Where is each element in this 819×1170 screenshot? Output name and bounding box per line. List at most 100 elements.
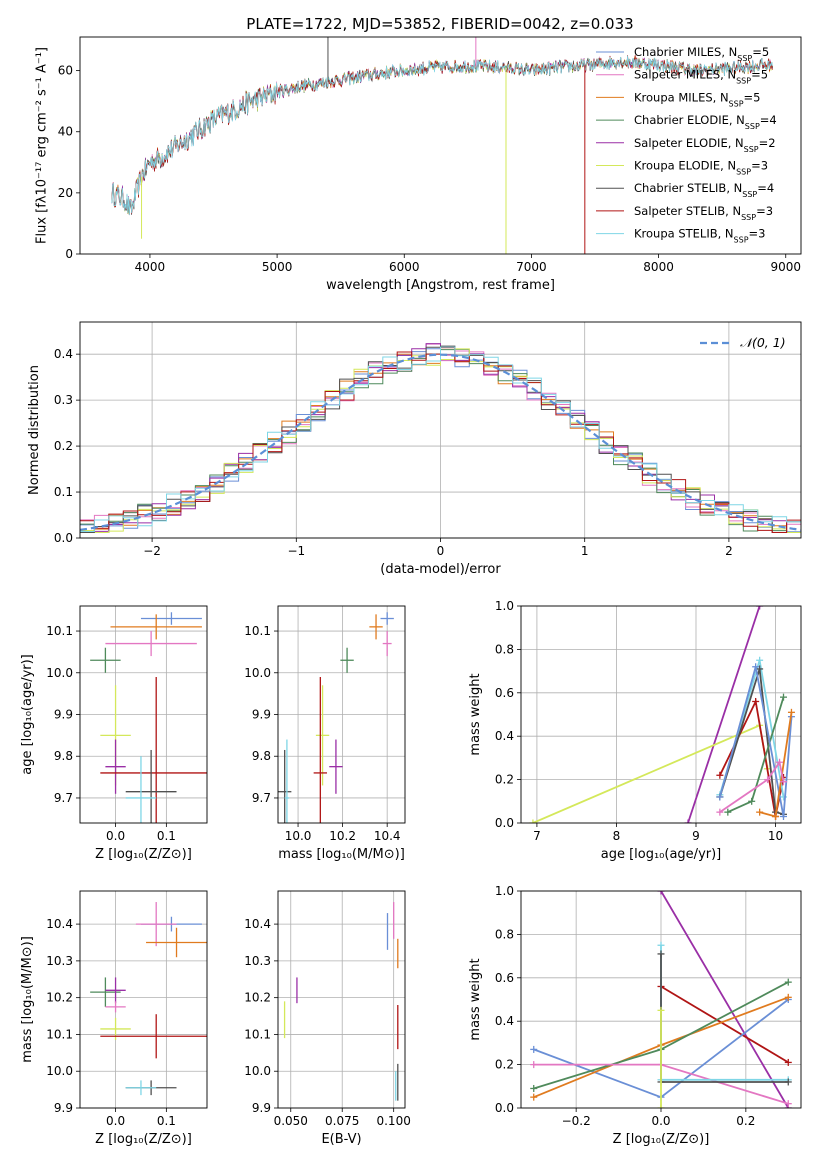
weight-vs-age-series-0 xyxy=(687,606,761,823)
figure-title: PLATE=1722, MJD=53852, FIBERID=0042, z=0… xyxy=(246,15,633,33)
age-vs-mass-plot-area xyxy=(278,612,394,823)
weight-vs-Z-series-8-marker-1 xyxy=(657,1104,665,1108)
mass-vs-Z-panel: 0.0 0.1 9.9 10.0 10.1 10.2 10.3 10.4 Z [log₁₀(Z/… xyxy=(20,890,208,1147)
weight-vs-age-series-1 xyxy=(532,724,769,823)
age-vs-mass-frame xyxy=(277,605,406,824)
weight-vs-Z-series-4-marker-0 xyxy=(530,1084,538,1092)
weight-vs-Z-series-3-marker-0 xyxy=(530,1093,538,1101)
weight-vs-age-series-6-marker-2 xyxy=(780,812,787,820)
age-vs-mass-ytick-label-0: 9.7 xyxy=(252,791,271,805)
mass-vs-EBV-ytick-label-2: 10.1 xyxy=(244,1027,271,1041)
weight-vs-age-series-7-marker-1 xyxy=(772,812,780,820)
spectrum-panel: 4000 5000 6000 7000 8000 9000 0 20 40 60 wavelengt… xyxy=(34,36,802,293)
spectrum-xtick-label-2: 6000 xyxy=(389,260,420,274)
mass-vs-Z-ytick-label-2: 10.1 xyxy=(46,1027,73,1041)
weight-vs-Z-series-1-marker-1 xyxy=(784,1058,792,1066)
spectrum-xlabel: wavelength [Angstrom, rest frame] xyxy=(326,278,555,293)
spectrum-ytick-label-1: 20 xyxy=(58,186,73,200)
mass-vs-EBV-panel: 0.050 0.075 0.100 9.9 10.0 10.1 10.2 10.3 10.4 E(… xyxy=(244,890,411,1147)
weight-vs-age-series-7-marker-2 xyxy=(787,708,795,716)
age-vs-Z-frame xyxy=(79,605,208,824)
weight-vs-Z-xlabel: Z [log₁₀(Z/Z⊙)] xyxy=(613,1132,710,1147)
weight-vs-age-series-4 xyxy=(719,668,784,816)
weight-vs-Z-ytick-label-2: 0.4 xyxy=(495,1014,514,1028)
residuals-xtick-label-0: −2 xyxy=(143,544,161,558)
spectrum-legend-label-3: Chabrier ELODIE, NSSP=4 xyxy=(634,113,777,131)
spectrum-legend-label-8: Kroupa STELIB, NSSP=3 xyxy=(634,227,765,245)
weight-vs-age-series-6-marker-1 xyxy=(752,663,760,671)
residuals-ytick-label-0: 0.0 xyxy=(54,531,73,545)
age-vs-mass-xtick-label-1: 10.2 xyxy=(329,829,356,843)
weight-vs-age-ytick-label-0: 0.0 xyxy=(495,816,514,830)
residuals-xtick-label-3: 1 xyxy=(581,544,589,558)
mass-vs-Z-xlabel: Z [log₁₀(Z/Z⊙)] xyxy=(95,1132,192,1147)
spectrum-legend-label-6: Chabrier STELIB, NSSP=4 xyxy=(634,181,774,199)
age-vs-mass-xtick-label-0: 10.0 xyxy=(285,829,312,843)
spectrum-legend-label-7: Salpeter STELIB, NSSP=3 xyxy=(634,204,773,222)
age-vs-Z-ytick-label-3: 10.0 xyxy=(46,666,73,680)
age-vs-Z-ytick-label-0: 9.7 xyxy=(54,791,73,805)
mass-vs-EBV-xtick-label-1: 0.075 xyxy=(325,1114,359,1128)
spectrum-ytick-label-0: 0 xyxy=(65,247,73,261)
weight-vs-age-series-7-marker-0 xyxy=(756,808,764,816)
mass-vs-EBV-frame xyxy=(277,890,406,1109)
weight-vs-age-ylabel: mass weight xyxy=(468,673,483,755)
age-vs-mass-panel: 10.0 10.2 10.4 9.7 9.8 9.9 10.0 10.1 mass [log₁₀… xyxy=(244,605,406,862)
mass-vs-Z-ytick-label-0: 9.9 xyxy=(54,1101,73,1115)
weight-vs-age-panel: 7 8 9 10 0.0 0.2 0.4 0.6 0.8 1.0 age [log₁₀(age/yr… xyxy=(468,599,802,862)
spectrum-xtick-label-4: 8000 xyxy=(643,260,674,274)
weight-vs-Z-ytick-label-1: 0.2 xyxy=(495,1058,514,1072)
age-vs-mass-xlabel: mass [log₁₀(M/M⊙)] xyxy=(278,847,405,862)
spectrum-ytick-label-3: 60 xyxy=(58,64,73,78)
mass-vs-EBV-ytick-label-0: 9.9 xyxy=(252,1101,271,1115)
mass-vs-EBV-plot-area xyxy=(283,902,399,1101)
residuals-ytick-label-2: 0.2 xyxy=(54,439,73,453)
residuals-ytick-label-3: 0.3 xyxy=(54,393,73,407)
weight-vs-age-series-5-marker-2 xyxy=(780,693,787,701)
weight-vs-age-series-0-marker-1 xyxy=(756,606,764,610)
mass-vs-EBV-ytick-label-3: 10.2 xyxy=(244,991,271,1005)
age-vs-mass-ytick-label-3: 10.0 xyxy=(244,666,271,680)
weight-vs-Z-series-7-marker-0 xyxy=(657,950,665,958)
weight-vs-Z-series-0-marker-0 xyxy=(657,891,665,895)
age-vs-Z-panel: 0.0 0.1 9.7 9.8 9.9 10.0 10.1 Z [log₁₀(Z/Z⊙)] ag… xyxy=(20,605,208,862)
weight-vs-age-series-8-marker-1 xyxy=(764,776,772,784)
residuals-xlabel: (data-model)/error xyxy=(380,562,501,577)
mass-vs-Z-plot-area xyxy=(90,902,207,1096)
weight-vs-age-xlabel: age [log₁₀(age/yr)] xyxy=(601,847,722,862)
residuals-frame xyxy=(79,321,802,539)
weight-vs-age-ytick-label-4: 0.8 xyxy=(495,642,514,656)
residuals-ytick-label-1: 0.1 xyxy=(54,485,73,499)
weight-vs-age-ytick-label-2: 0.4 xyxy=(495,729,514,743)
spectrum-series-8 xyxy=(111,55,773,216)
spectrum-xtick-label-0: 4000 xyxy=(135,260,166,274)
weight-vs-Z-ytick-label-4: 0.8 xyxy=(495,927,514,941)
weight-vs-Z-ytick-label-0: 0.0 xyxy=(495,1101,514,1115)
weight-vs-Z-series-2-marker-0 xyxy=(530,1045,538,1053)
weight-vs-age-series-8 xyxy=(719,759,785,813)
weight-vs-age-ytick-label-3: 0.6 xyxy=(495,686,514,700)
residuals-xtick-label-1: −1 xyxy=(287,544,305,558)
residuals-ytick-label-4: 0.4 xyxy=(54,347,73,361)
weight-vs-age-series-5 xyxy=(727,696,785,813)
spectrum-legend-label-0: Chabrier MILES, NSSP=5 xyxy=(634,45,769,63)
age-vs-Z-ylabel: age [log₁₀(age/yr)] xyxy=(20,654,35,775)
age-vs-Z-ytick-label-1: 9.8 xyxy=(54,749,73,763)
weight-vs-Z-series-0 xyxy=(660,891,790,1108)
mass-vs-Z-ytick-label-5: 10.4 xyxy=(46,917,73,931)
weight-vs-Z-xtick-label-2: 0.2 xyxy=(736,1114,755,1128)
mass-vs-EBV-ytick-label-5: 10.4 xyxy=(244,917,271,931)
mass-vs-Z-xtick-label-0: 0.0 xyxy=(106,1114,125,1128)
weight-vs-Z-series-8-marker-0 xyxy=(657,1006,665,1014)
spectrum-legend-label-4: Salpeter ELODIE, NSSP=2 xyxy=(634,136,776,154)
weight-vs-age-ytick-label-5: 1.0 xyxy=(495,599,514,613)
spectrum-legend-label-1: Salpeter MILES, NSSP=5 xyxy=(634,68,768,86)
weight-vs-Z-ylabel: mass weight xyxy=(468,958,483,1040)
residuals-xtick-label-2: 0 xyxy=(437,544,445,558)
mass-vs-Z-ytick-label-4: 10.3 xyxy=(46,954,73,968)
age-vs-Z-xtick-label-0: 0.0 xyxy=(106,829,125,843)
normal-reference-curve xyxy=(80,353,801,531)
spectrum-frame xyxy=(79,36,802,255)
age-vs-Z-xtick-label-1: 0.1 xyxy=(157,829,176,843)
residual-legend-label: 𝒩(0, 1) xyxy=(740,335,786,350)
